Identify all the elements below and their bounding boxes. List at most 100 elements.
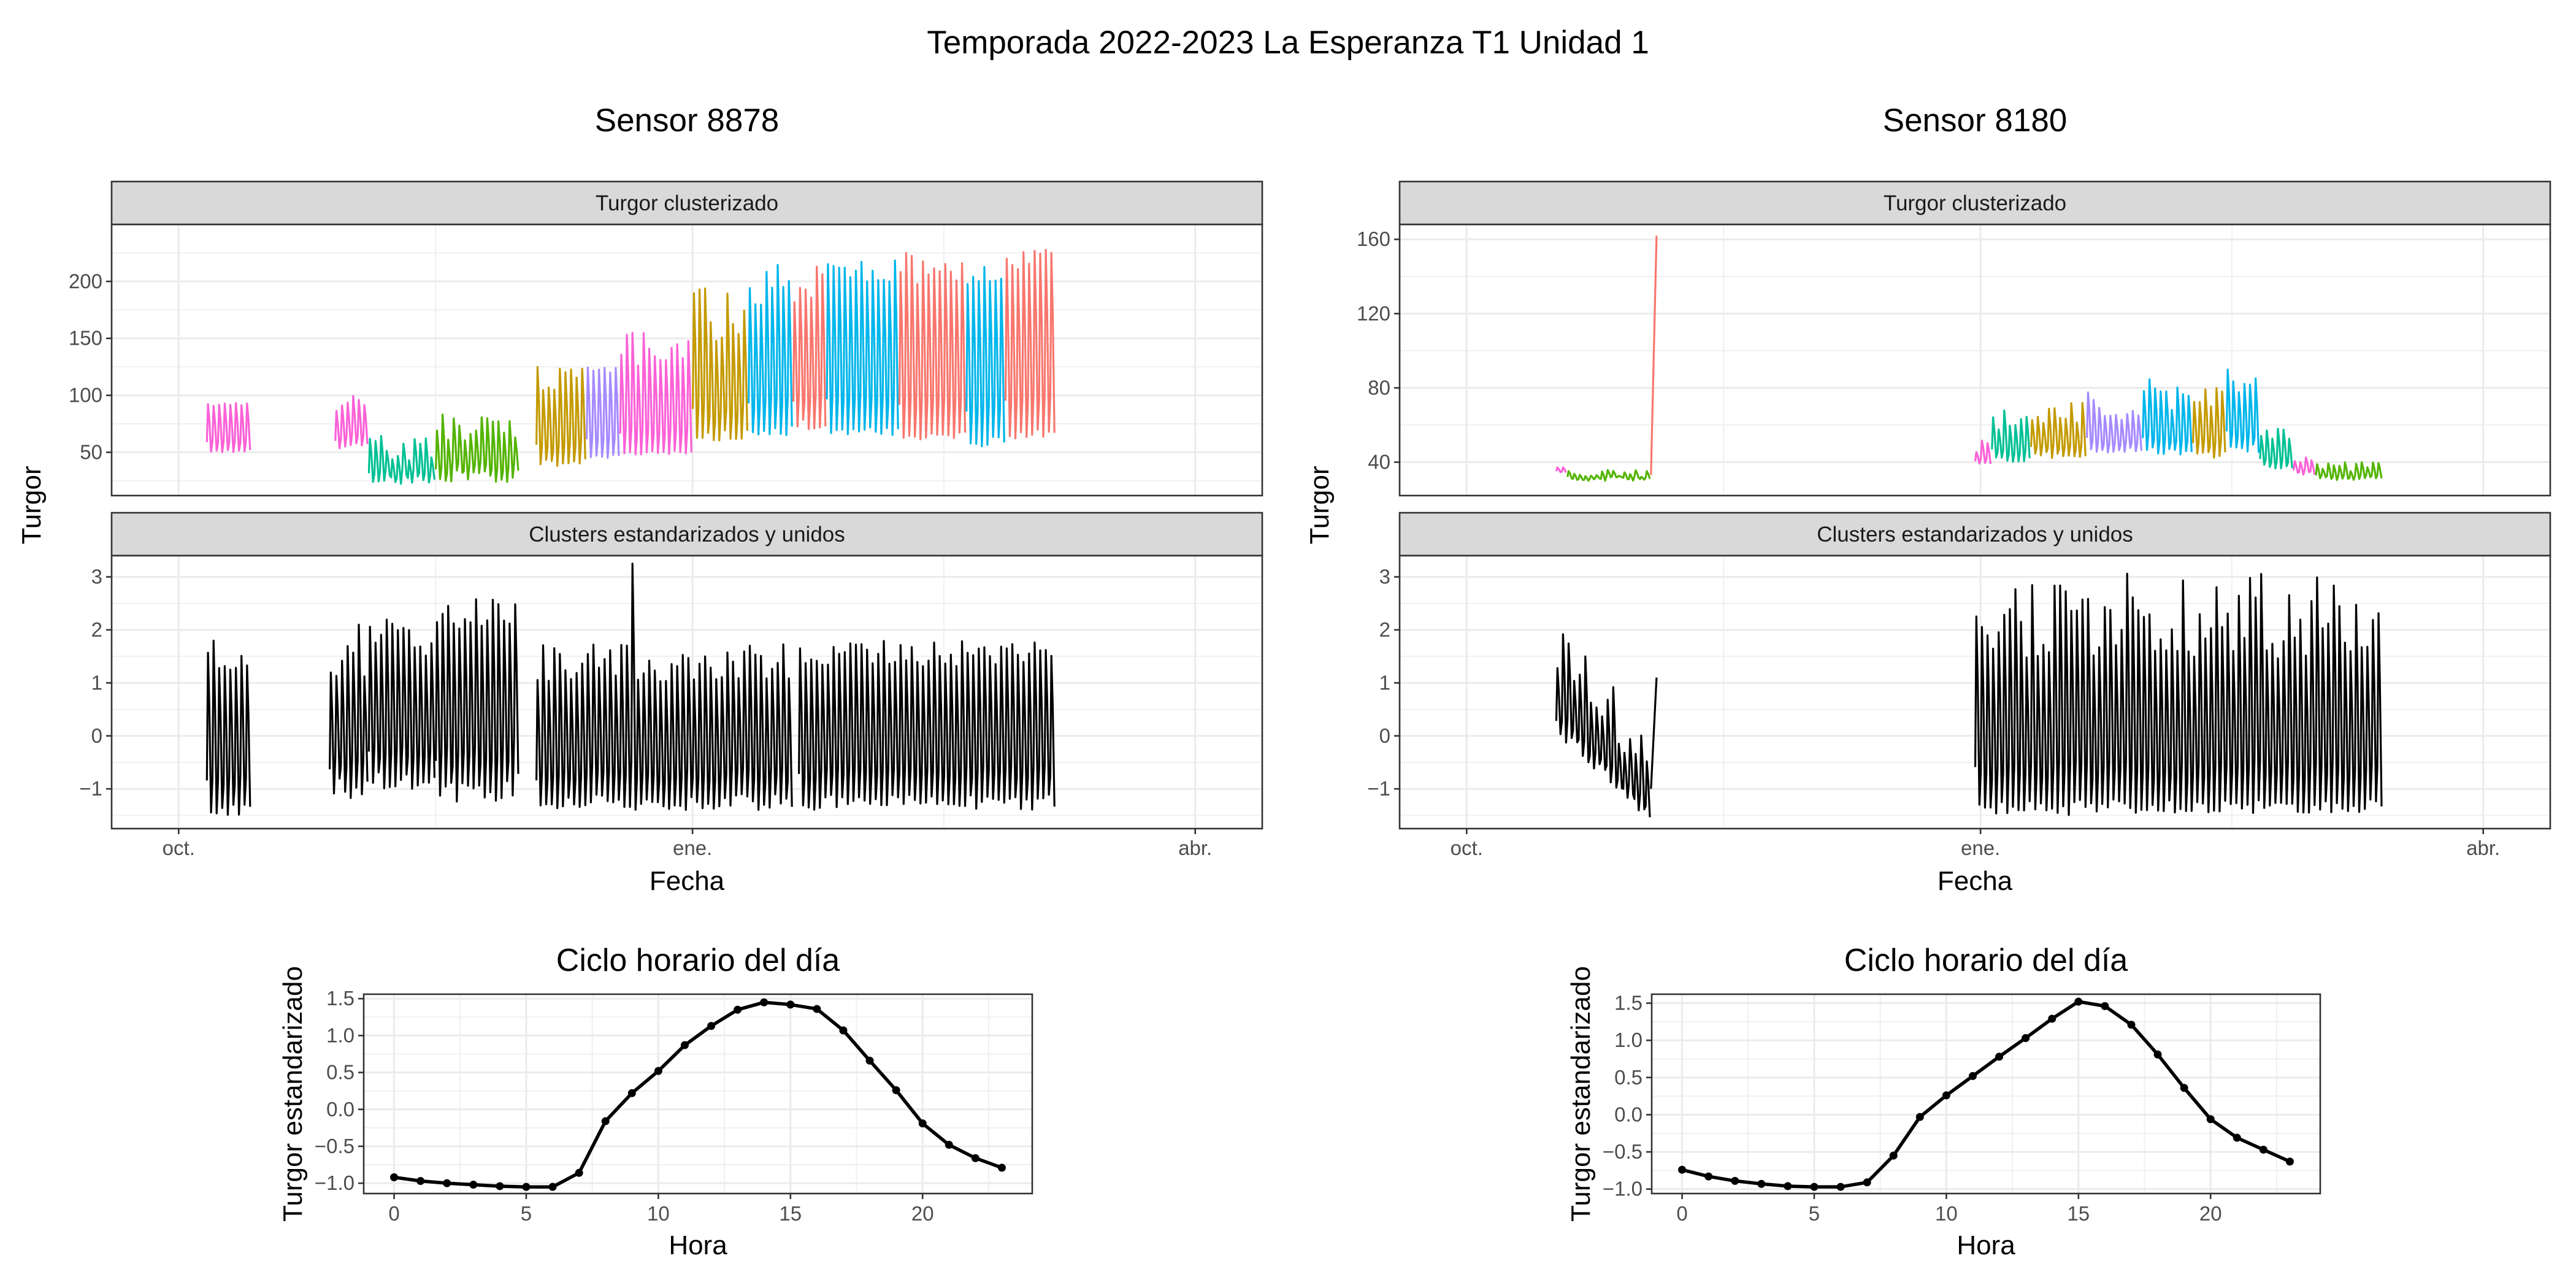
cycle-point bbox=[548, 1183, 557, 1191]
series-line bbox=[2192, 387, 2226, 459]
y-tick-label: 1.5 bbox=[326, 987, 355, 1010]
cycle-point bbox=[945, 1141, 953, 1149]
facet-panel: Clusters estandarizados y unidos −1 0 1 2 3 oc… bbox=[79, 512, 1263, 859]
cycle-point bbox=[627, 1089, 636, 1097]
series-line bbox=[435, 413, 519, 483]
cycle-point bbox=[469, 1181, 478, 1189]
series-layer bbox=[205, 562, 1056, 816]
y-axis-title: Turgor bbox=[1305, 466, 1335, 545]
series-line bbox=[1555, 633, 1651, 818]
y-tick-label: 2 bbox=[1379, 618, 1390, 641]
series-line bbox=[826, 259, 899, 436]
y-tick-label: 1 bbox=[91, 671, 102, 694]
cycle-point bbox=[865, 1056, 874, 1065]
series-line bbox=[1974, 439, 1992, 465]
cycle-point bbox=[1915, 1113, 1924, 1121]
cycle-point bbox=[1810, 1183, 1819, 1191]
cycle-point bbox=[390, 1173, 399, 1182]
series-line bbox=[367, 618, 435, 790]
series-line bbox=[798, 640, 1056, 811]
cycle-line bbox=[1681, 1000, 2291, 1189]
series-line bbox=[585, 366, 620, 459]
x-tick-label: 5 bbox=[1809, 1202, 1820, 1225]
y-tick-label: 100 bbox=[69, 384, 102, 407]
cycle-point bbox=[2285, 1157, 2294, 1166]
cycle-point bbox=[1784, 1182, 1792, 1190]
x-tick-label: 10 bbox=[647, 1202, 670, 1225]
cycle-title: Ciclo horario del día bbox=[556, 943, 840, 978]
cycle-point bbox=[601, 1117, 610, 1125]
panel-border bbox=[110, 223, 1263, 497]
plot-background bbox=[364, 994, 1032, 1194]
cycle-point bbox=[680, 1041, 689, 1049]
facet-strip bbox=[1398, 180, 2551, 226]
x-tick-label: 15 bbox=[2067, 1202, 2090, 1225]
facet-panel: Turgor clusterizado 40 80 120 160 bbox=[1357, 180, 2551, 497]
x-tick-label: 0 bbox=[1676, 1202, 1687, 1225]
series-line bbox=[1650, 677, 1658, 789]
y-tick-label: 1.0 bbox=[1614, 1029, 1643, 1051]
y-tick-label: −1.0 bbox=[315, 1171, 355, 1194]
cycle-point bbox=[2180, 1084, 2188, 1092]
x-axis-title: Fecha bbox=[650, 866, 725, 896]
y-axis-title: Turgor estandarizado bbox=[1566, 966, 1596, 1222]
y-tick-label: −1 bbox=[79, 777, 102, 800]
cycle-point bbox=[839, 1026, 848, 1035]
series-layer bbox=[1555, 572, 2383, 818]
cycle-point bbox=[760, 998, 769, 1006]
panel-border bbox=[1398, 223, 2551, 497]
cycle-point bbox=[2127, 1021, 2136, 1029]
x-tick-label: abr. bbox=[2466, 837, 2500, 859]
x-tick-label: oct. bbox=[163, 837, 195, 859]
y-axis-title: Turgor estandarizado bbox=[278, 966, 308, 1222]
series-line bbox=[1650, 236, 1658, 475]
y-tick-label: 0.5 bbox=[326, 1061, 355, 1084]
y-tick-label: 0.5 bbox=[1614, 1066, 1643, 1089]
sensor-title: Sensor 8878 bbox=[595, 102, 780, 139]
x-axis-title: Fecha bbox=[1938, 866, 2013, 896]
cycle-point bbox=[1942, 1091, 1950, 1100]
series-line bbox=[1974, 572, 2383, 816]
cycle-point bbox=[1995, 1052, 2004, 1061]
cycle-point bbox=[971, 1154, 979, 1162]
series-line bbox=[1991, 409, 2031, 463]
facet-strip bbox=[1398, 512, 2551, 557]
cycle-point bbox=[734, 1005, 742, 1014]
y-tick-label: 1.5 bbox=[1614, 992, 1643, 1014]
y-tick-label: 3 bbox=[1379, 565, 1390, 588]
series-layer bbox=[1555, 236, 2383, 482]
series-line bbox=[1555, 466, 1567, 473]
x-axis-title: Hora bbox=[1957, 1230, 2015, 1260]
series-line bbox=[619, 332, 692, 456]
y-tick-label: 1 bbox=[1379, 671, 1390, 694]
cycle-point bbox=[786, 1000, 795, 1009]
facet-strip-label: Turgor clusterizado bbox=[1884, 191, 2066, 215]
cycle-point bbox=[1836, 1183, 1845, 1191]
cycle-point bbox=[892, 1086, 900, 1094]
cycle-point bbox=[2233, 1133, 2241, 1142]
series-line bbox=[2086, 391, 2142, 454]
plot-background bbox=[1400, 224, 2550, 496]
series-line bbox=[535, 366, 586, 467]
x-tick-label: ene. bbox=[673, 837, 712, 859]
x-tick-label: 20 bbox=[2199, 1202, 2222, 1225]
series-line bbox=[2142, 378, 2193, 456]
y-tick-label: 80 bbox=[1368, 376, 1390, 399]
x-tick-label: oct. bbox=[1451, 837, 1483, 859]
x-tick-label: ene. bbox=[1961, 837, 2000, 859]
series-line bbox=[692, 287, 748, 442]
series-line bbox=[205, 640, 251, 816]
y-tick-label: 0 bbox=[91, 724, 102, 747]
cycle-point bbox=[416, 1177, 425, 1186]
series-line bbox=[2315, 461, 2383, 481]
x-tick-label: 5 bbox=[521, 1202, 532, 1225]
cycle-point bbox=[443, 1179, 451, 1187]
y-tick-label: −0.5 bbox=[1603, 1140, 1643, 1163]
y-tick-label: 1.0 bbox=[326, 1024, 355, 1046]
y-tick-label: 0 bbox=[1379, 724, 1390, 747]
y-tick-label: 0.0 bbox=[1614, 1103, 1643, 1125]
cycle-point bbox=[997, 1163, 1006, 1172]
cycle-point bbox=[1968, 1071, 1977, 1080]
cycle-point bbox=[654, 1067, 662, 1075]
